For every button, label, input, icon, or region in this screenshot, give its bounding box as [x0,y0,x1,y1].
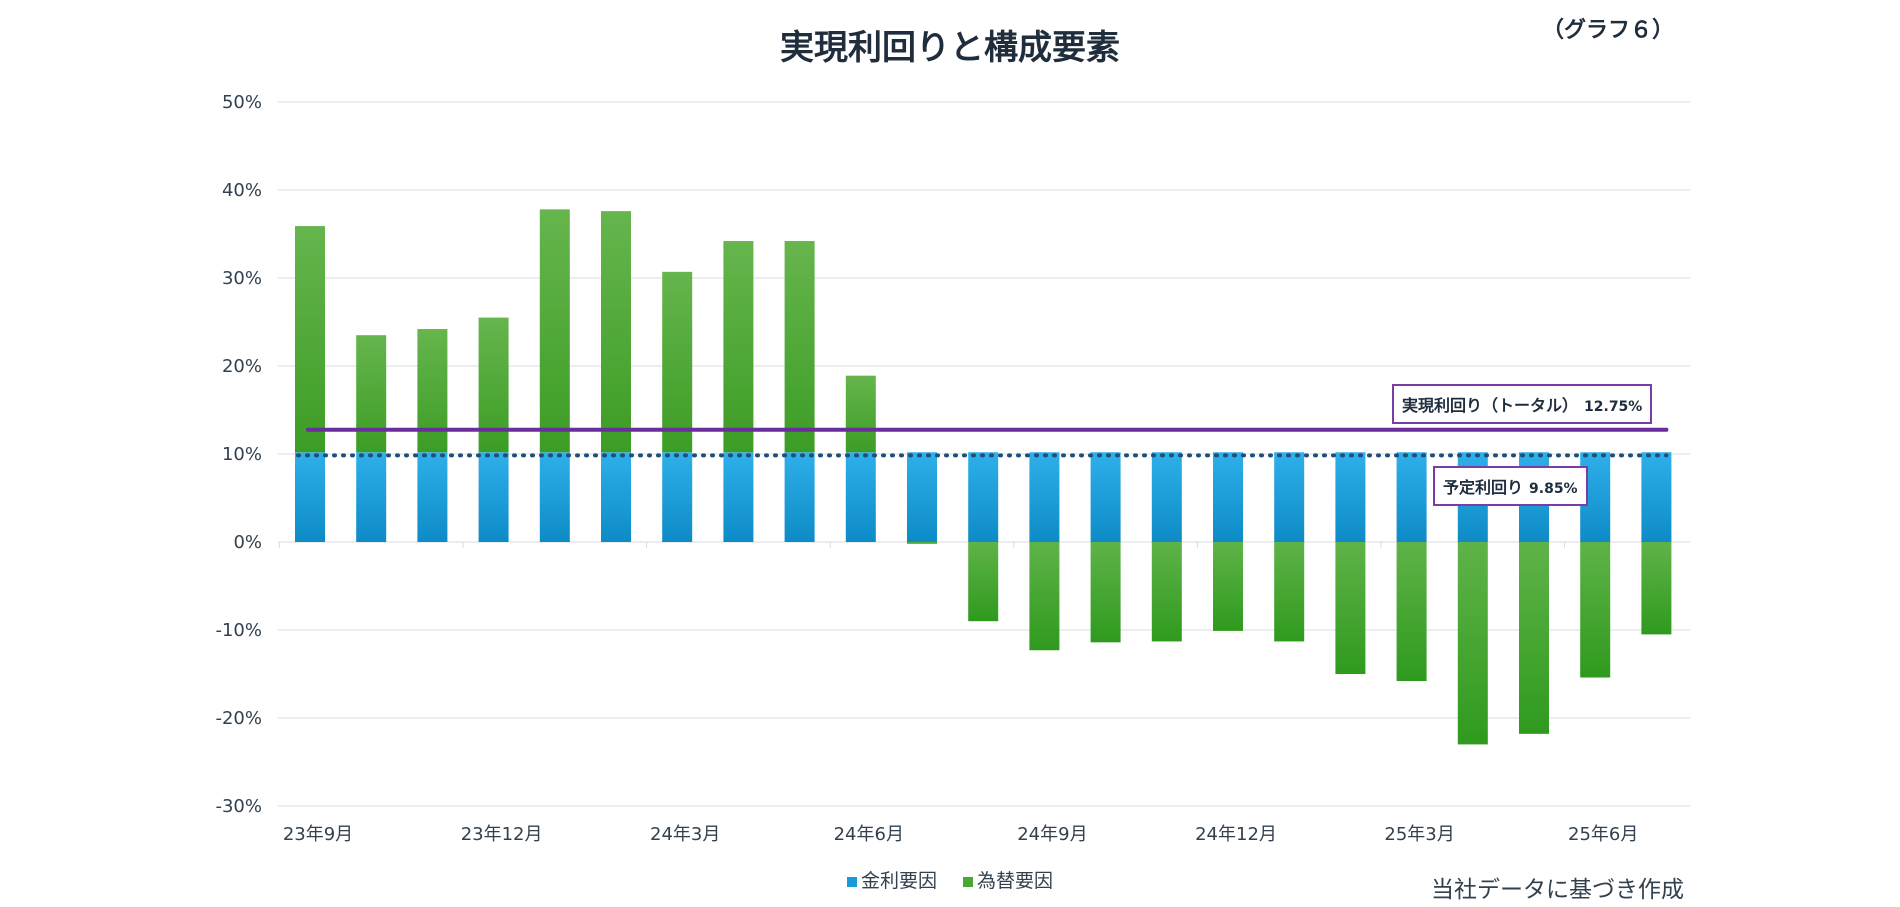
legend: 金利要因 為替要因 [0,866,1900,893]
bar-rate [1090,452,1121,542]
x-tick-label: 25年6月 [1568,824,1638,845]
y-tick-label: -30% [215,796,262,817]
bar-fx [662,271,693,453]
bar-rate [1641,452,1672,542]
bar-rate [723,452,754,542]
x-tick-label: 24年9月 [1017,824,1087,845]
planned-yield-value: 9.85% [1529,481,1578,497]
bar-rate [907,452,937,542]
bar-fx [1151,542,1182,642]
y-tick-label: 40% [222,180,262,201]
y-tick-label: 50% [222,92,262,113]
bar-fx [1274,542,1305,642]
bar-fx [1457,542,1488,745]
bar-fx [1029,542,1060,651]
bar-rate [1151,452,1182,542]
legend-swatch-fx [963,876,974,887]
x-tick-label: 24年3月 [650,824,720,845]
y-tick-label: 10% [222,444,262,465]
bar-rate [539,452,570,542]
bar-fx [1213,542,1243,631]
y-tick-label: -10% [215,620,262,641]
legend-item-fx: 為替要因 [963,866,1053,893]
y-tick-label: 20% [222,356,262,377]
bar-fx [356,335,387,453]
bar-fx [1641,542,1672,635]
bar-rate [295,452,325,542]
x-tick-label: 24年6月 [834,824,904,845]
graph-number-label: （グラフ６） [1541,18,1674,43]
bar-fx [845,375,876,453]
x-axis: 23年9月 23年12月 24年3月 24年6月 24年9月 24年12月 25年3月 25年… [283,824,1639,845]
bar-rate [968,452,999,542]
legend-label-fx: 為替要因 [977,870,1054,892]
bar-fx [907,542,937,544]
legend-item-rate: 金利要因 [846,866,937,893]
x-tick-label: 23年12月 [461,824,543,845]
bar-fx [1090,542,1121,643]
bar-rate [1029,452,1060,542]
legend-label-rate: 金利要因 [860,870,937,892]
bar-fx [784,241,815,453]
y-tick-label: 30% [222,268,262,289]
total-yield-label: 実現利回り（トータル） [1402,396,1579,415]
bar-fx [1519,542,1549,734]
bar-rate [1213,452,1243,542]
bar-rate [1335,452,1366,542]
bar-fx [295,226,325,453]
bar-fx [1396,542,1427,682]
bar-fx [601,211,631,453]
bar-rate [784,452,815,542]
y-axis: 50% 40% 30% 20% 10% 0% -10% -20% -30% [215,92,262,817]
bar-rate [478,452,509,542]
bar-fx [968,542,999,622]
total-yield-annotation: 実現利回り（トータル） 12.75% [1392,384,1653,424]
bar-rate [417,452,448,542]
x-tick-label: 24年12月 [1195,824,1277,845]
bar-fx [478,317,509,453]
bar-fx [1580,542,1611,678]
planned-yield-annotation: 予定利回り 9.85% [1433,466,1588,506]
x-tick-label: 25年3月 [1384,824,1454,845]
legend-swatch-rate [846,876,857,887]
total-yield-value: 12.75% [1584,399,1643,415]
bar-rate [1396,452,1427,542]
bar-rate [601,452,631,542]
source-note: 当社データに基づき作成 [1431,877,1684,903]
bar-rate [1274,452,1305,542]
y-tick-label: 0% [233,532,262,553]
bar-rate [845,452,876,542]
reference-lines [296,427,1669,458]
bar-fx [417,329,448,453]
bar-rate [662,452,693,542]
bar-fx [539,209,570,453]
chart-title: 実現利回りと構成要素 [780,28,1120,68]
bar-fx [1335,542,1366,674]
planned-yield-label: 予定利回り [1443,478,1524,497]
y-tick-label: -20% [215,708,262,729]
bar-rate [356,452,387,542]
bar-fx [723,241,754,453]
x-tick-label: 23年9月 [283,824,353,845]
